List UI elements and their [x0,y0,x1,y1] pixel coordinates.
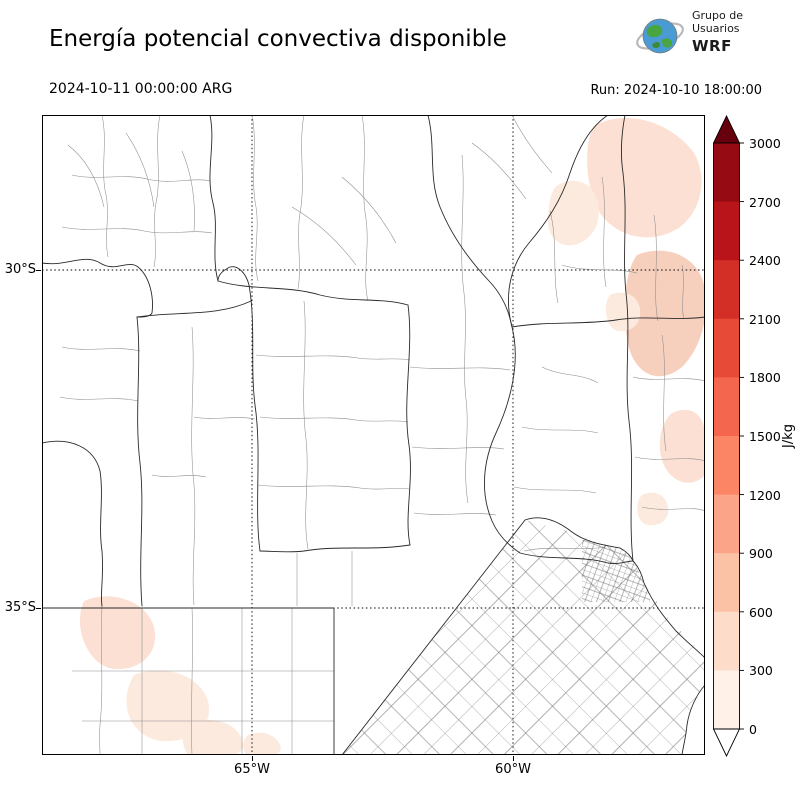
lat-tick-label: 30°S [4,262,36,277]
lat-tick-mark [36,270,41,271]
colorbar-graphic [712,114,744,758]
map-panel [41,114,706,756]
lon-tick-mark [252,756,253,761]
province-boundaries [41,114,706,756]
colorbar-tick-label: 2100 [749,311,781,327]
valid-time-label: 2024-10-11 00:00:00 ARG [49,81,233,97]
wrf-logo: Grupo de Usuarios WRF [634,9,743,60]
lon-tick-label: 65°W [234,762,270,777]
logo-org-line2: Usuarios [692,21,740,35]
colorbar: 3000 2700 2400 2100 1800 1500 1200 900 600 300 0 [712,114,800,758]
colorbar-tick-label: 300 [749,663,773,679]
department-boundaries [59,114,706,756]
lat-tick-mark [36,608,41,609]
colorbar-tick-label: 2400 [749,253,781,269]
run-time-label: Run: 2024-10-10 18:00:00 [590,83,762,98]
cape-shading [79,117,706,755]
lon-tick-mark [513,756,514,761]
buenos-aires-department-mesh [342,520,705,755]
colorbar-tick-label: 3000 [749,136,781,151]
colorbar-tick-label: 0 [749,722,757,737]
lat-tick-label: 35°S [4,600,36,615]
wrf-globe-icon [636,18,684,54]
wrf-logo-text: Grupo de Usuarios WRF [692,9,743,56]
page-title: Energía potencial convectiva disponible [49,26,507,52]
logo-org-line1: Grupo de [692,9,743,22]
colorbar-tick-label: 1200 [749,487,781,503]
map-border [42,115,705,755]
colorbar-tick-label: 600 [749,604,773,620]
colorbar-tick-label: 1800 [749,370,781,386]
colorbar-tick-label: 900 [749,546,773,562]
logo-wrf-text: WRF [692,36,732,55]
lon-tick-label: 60°W [495,762,531,777]
colorbar-tick-label: 1500 [749,429,781,444]
colorbar-unit-label: J/kg [781,424,796,448]
colorbar-tick-label: 2700 [749,194,781,210]
map-canvas [41,114,706,756]
